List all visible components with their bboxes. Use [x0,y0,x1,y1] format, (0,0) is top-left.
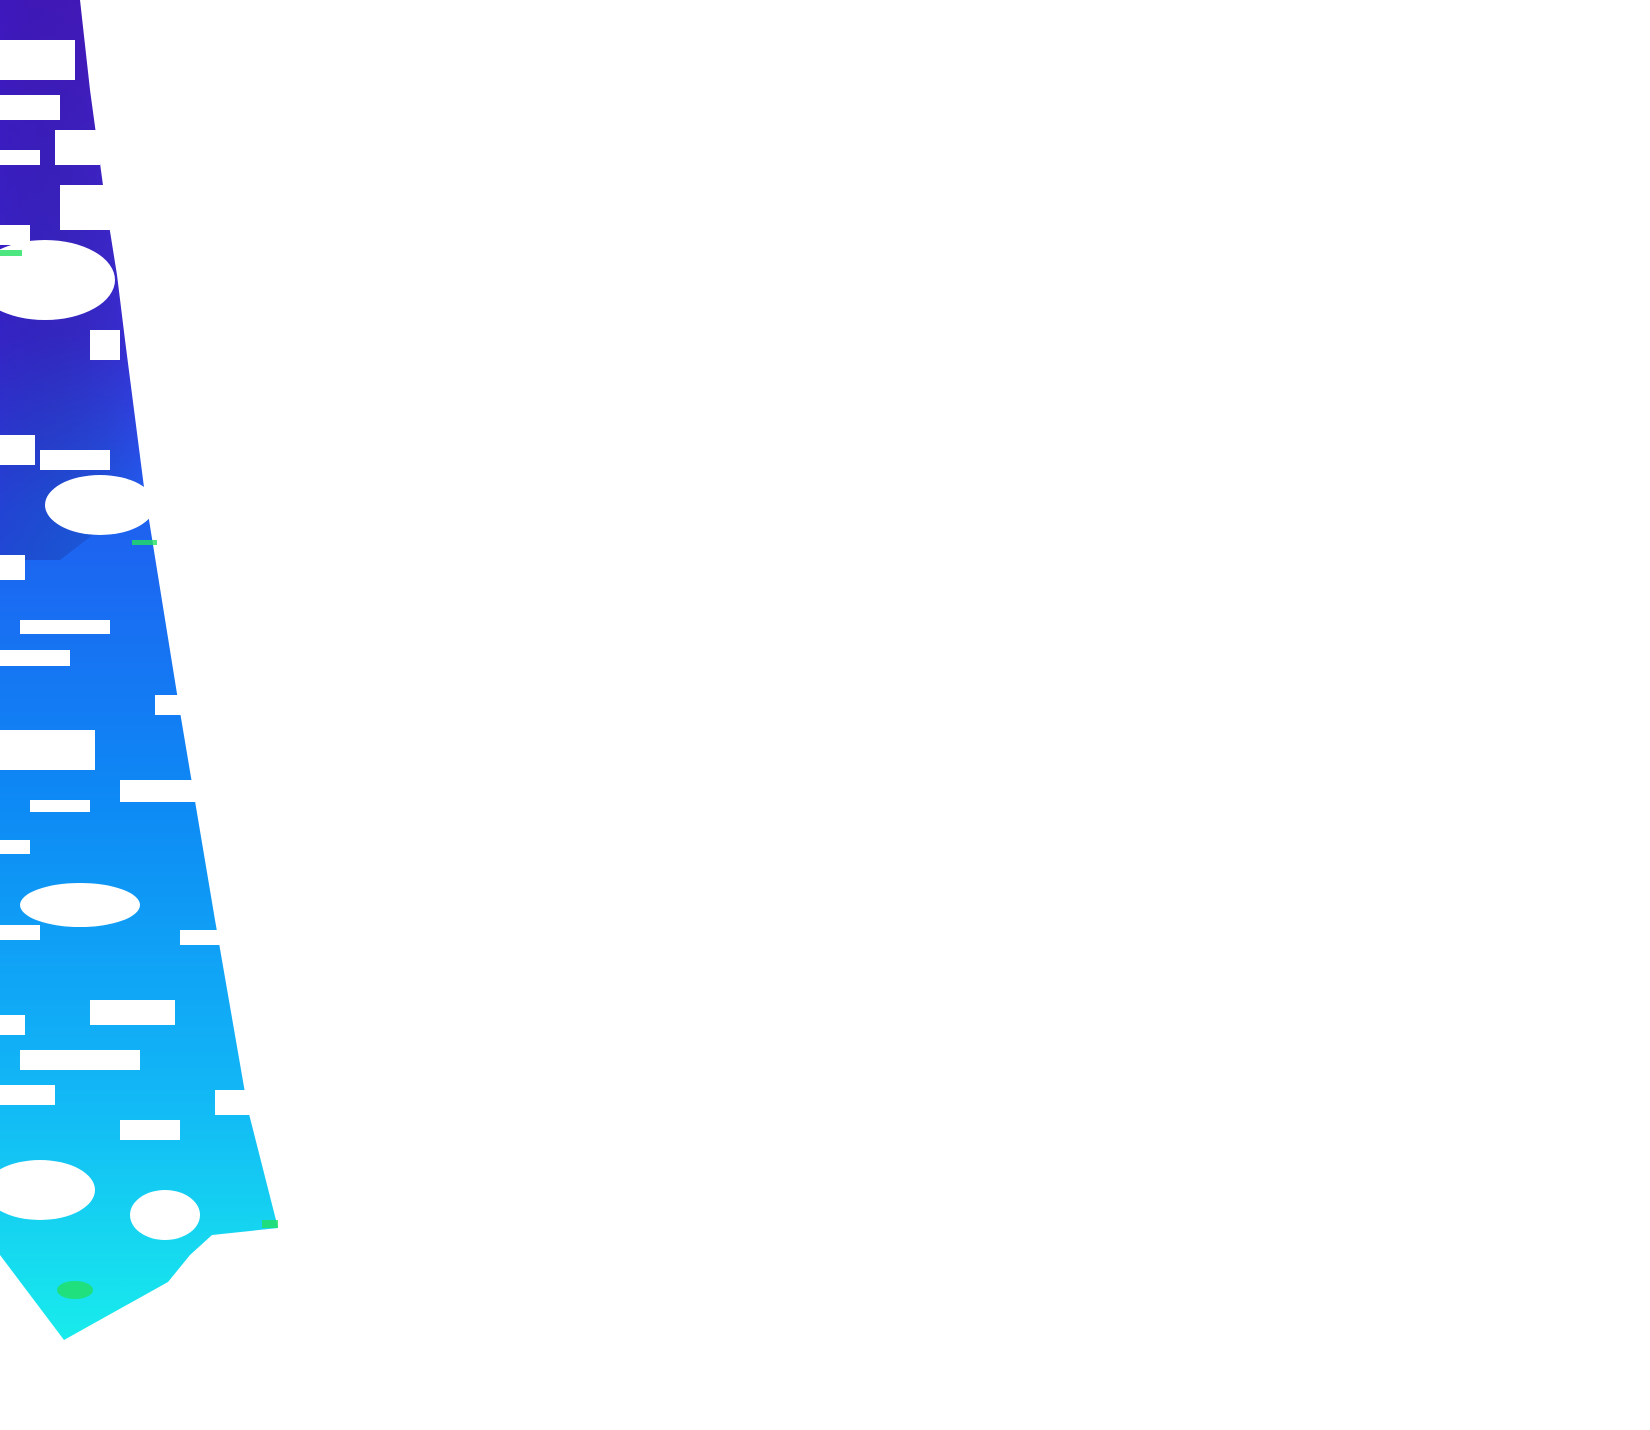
cloud-mask [0,40,255,1240]
algal-patches [0,250,278,1299]
